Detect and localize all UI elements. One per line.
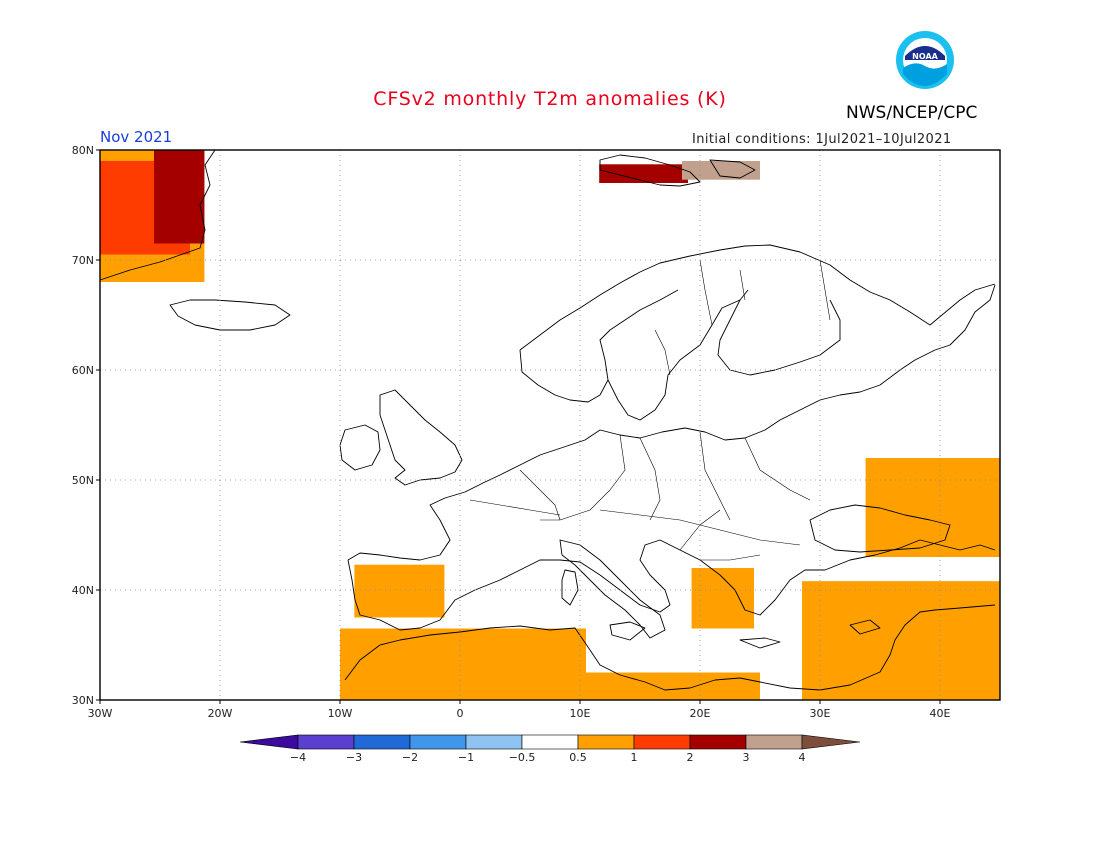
coastline-svalbard xyxy=(599,154,701,187)
anomaly-region-4 xyxy=(682,161,760,180)
colorbar-label: 2 xyxy=(687,751,694,764)
forecast-period: Nov 2021 xyxy=(100,128,173,146)
colorbar-label: 4 xyxy=(799,751,806,764)
coastline-scandinavia xyxy=(519,244,996,351)
lon-tick-label: 0 xyxy=(457,707,464,720)
colorbar-label: −1 xyxy=(458,751,474,764)
lon-tick-label: 10W xyxy=(328,707,353,720)
coastline-iceland xyxy=(169,299,291,331)
lon-tick-label: 20W xyxy=(208,707,233,720)
chart-title: CFSv2 monthly T2m anomalies (K) xyxy=(373,88,727,110)
colorbar-label: 3 xyxy=(743,751,750,764)
lat-tick-label: 30N xyxy=(72,694,94,707)
anomaly-region-9 xyxy=(865,458,1000,557)
anomaly-region-6 xyxy=(340,628,586,700)
colorbar-bin-8 xyxy=(689,734,747,750)
lat-tick-label: 60N xyxy=(72,364,94,377)
lat-tick-label: 70N xyxy=(72,254,94,267)
initial-conditions: Initial conditions: 1Jul2021–10Jul2021 xyxy=(692,132,952,147)
anomaly-shading xyxy=(100,150,1000,700)
colorbar-label: −0.5 xyxy=(509,751,536,764)
colorbar-bin-1 xyxy=(297,734,355,750)
colorbar-bin-10 xyxy=(801,734,861,750)
colorbar-bin-7 xyxy=(633,734,691,750)
coastline-svalbard-east xyxy=(709,159,756,179)
coastline-italy xyxy=(559,539,666,639)
colorbar-label: −3 xyxy=(346,751,362,764)
coastline-greenland xyxy=(99,149,216,281)
anomaly-region-8 xyxy=(691,568,754,629)
svg-text:NOAA: NOAA xyxy=(912,52,938,61)
colorbar-bin-4 xyxy=(465,734,523,750)
coastline-sweden xyxy=(607,289,749,421)
border-lines-north xyxy=(654,259,831,376)
org-label: NWS/NCEP/CPC xyxy=(846,103,978,123)
anomaly-region-5 xyxy=(354,564,445,618)
colorbar-label: 0.5 xyxy=(569,751,587,764)
colorbar-bin-2 xyxy=(353,734,411,750)
anomaly-region-2 xyxy=(154,150,205,244)
anomaly-region-7 xyxy=(586,672,760,700)
lat-tick-label: 80N xyxy=(72,144,94,157)
coastline-crete xyxy=(739,637,781,649)
colorbar: −4 −3 −2 −1 −0.5 0.5 1 2 3 4 xyxy=(239,734,861,764)
colorbar-label: 1 xyxy=(631,751,638,764)
coastline-sardinia xyxy=(561,569,579,606)
coastline-sicily xyxy=(609,621,646,641)
colorbar-bin-6 xyxy=(577,734,635,750)
lat-tick-label: 50N xyxy=(72,474,94,487)
axis-ticks: 30W 20W 10W 0 10E 20E 30E 40E 30N 40N 50N 60N 70N 80N xyxy=(72,144,951,720)
coastline-ireland xyxy=(339,424,381,471)
anomaly-region-10 xyxy=(802,581,1000,700)
colorbar-bin-5 xyxy=(521,734,579,750)
lon-tick-label: 20E xyxy=(690,707,711,720)
coastline-cyprus xyxy=(849,619,881,635)
lon-tick-label: 30E xyxy=(810,707,831,720)
colorbar-label: −2 xyxy=(402,751,418,764)
lon-tick-label: 30W xyxy=(88,707,113,720)
lon-tick-label: 40E xyxy=(930,707,951,720)
lat-tick-label: 40N xyxy=(72,584,94,597)
coastline-norway-south xyxy=(519,289,679,403)
coastline-north-africa xyxy=(344,604,996,691)
colorbar-label: −4 xyxy=(290,751,306,764)
anomaly-region-3 xyxy=(599,164,688,183)
border-lines xyxy=(439,431,811,561)
colorbar-bin-3 xyxy=(409,734,467,750)
lon-tick-label: 10E xyxy=(570,707,591,720)
coastline-continent xyxy=(347,284,996,631)
colorbar-bin-0 xyxy=(239,734,299,750)
grid-lines xyxy=(100,150,1000,700)
coastline-finland xyxy=(717,299,841,376)
coastline-black-sea xyxy=(809,504,951,553)
colorbar-bin-9 xyxy=(745,734,803,750)
coastline-britain xyxy=(379,389,463,486)
map-frame xyxy=(99,149,1001,701)
noaa-logo-icon: NOAA xyxy=(896,31,954,89)
coastlines xyxy=(99,149,996,691)
